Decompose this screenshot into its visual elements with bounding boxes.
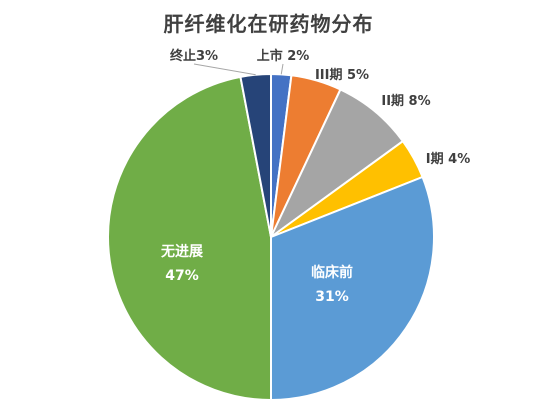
chart-title: 肝纤维化在研药物分布 — [163, 12, 374, 36]
slice-label-4: 临床前 — [311, 264, 353, 281]
slice-label-6: 终止3% — [170, 48, 218, 64]
slice-label-0: 上市 2% — [257, 48, 310, 64]
slice-label-3: I期 4% — [426, 152, 470, 167]
leader-line-0 — [280, 63, 284, 75]
slice-pct-4: 31% — [315, 289, 349, 305]
pie-slice-4 — [270, 175, 435, 402]
slice-pct-5: 47% — [165, 268, 199, 284]
slice-label-2: II期 8% — [381, 94, 430, 109]
slice-label-1: III期 5% — [315, 68, 369, 83]
pie-slice-6 — [239, 72, 272, 238]
slice-label-5: 无进展 — [160, 244, 203, 260]
pie-slice-5 — [107, 75, 272, 402]
leader-line-6 — [193, 63, 256, 76]
